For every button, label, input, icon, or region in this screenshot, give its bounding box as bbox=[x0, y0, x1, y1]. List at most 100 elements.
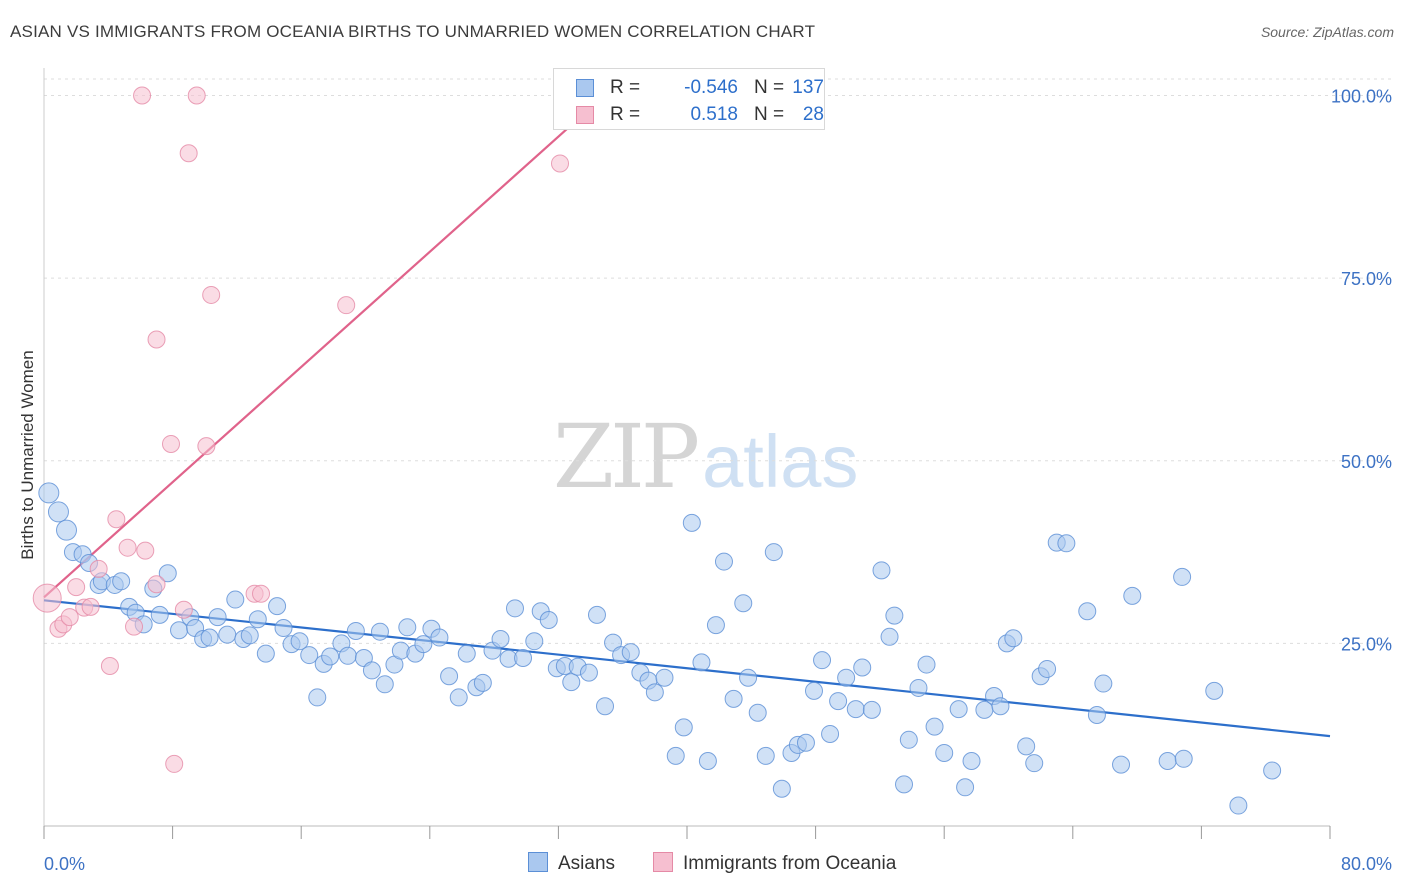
asian-point bbox=[308, 688, 327, 707]
oceania-point bbox=[100, 657, 119, 676]
asian-point bbox=[935, 743, 954, 762]
source-credit: Source: ZipAtlas.com bbox=[1260, 24, 1394, 40]
asian-point bbox=[525, 632, 544, 651]
asian-point bbox=[724, 689, 743, 708]
asian-n-value: 137 bbox=[792, 77, 824, 98]
oceania-point bbox=[202, 285, 221, 304]
asian-point bbox=[1038, 659, 1057, 678]
chart-title: ASIAN VS IMMIGRANTS FROM OCEANIA BIRTHS … bbox=[10, 22, 816, 41]
asian-point bbox=[804, 681, 823, 700]
asian-point bbox=[346, 621, 365, 640]
oceania-point bbox=[133, 86, 152, 105]
asian-point bbox=[539, 611, 558, 630]
asian-swatch bbox=[576, 79, 594, 97]
asian-point bbox=[430, 628, 449, 647]
bottom-legend-oceania-label: Immigrants from Oceania bbox=[683, 853, 897, 874]
asian-point bbox=[821, 724, 840, 743]
oceania-point bbox=[107, 510, 126, 529]
asian-point bbox=[1087, 705, 1106, 724]
tick-labels: 25.0% 50.0% 75.0% 100.0% 0.0% 80.0% bbox=[44, 87, 1392, 874]
asian-point bbox=[491, 629, 510, 648]
oceania-point bbox=[60, 608, 79, 627]
asian-point bbox=[256, 644, 275, 663]
asian-point bbox=[674, 718, 693, 737]
oceania-r-label: R = bbox=[610, 104, 641, 125]
y-tick-label: 100.0% bbox=[1331, 87, 1392, 107]
asian-point bbox=[370, 622, 389, 641]
asian-points bbox=[38, 482, 1282, 815]
asian-point bbox=[208, 608, 227, 627]
oceania-point bbox=[197, 437, 216, 456]
oceania-point bbox=[32, 583, 62, 613]
oceania-point bbox=[118, 538, 137, 557]
asian-point bbox=[338, 646, 357, 665]
bottom-legend-asians-label: Asians bbox=[558, 853, 616, 874]
watermark-atlas: atlas bbox=[702, 420, 859, 503]
asian-point bbox=[853, 658, 872, 677]
asian-point bbox=[739, 668, 758, 687]
asian-point bbox=[596, 697, 615, 716]
oceania-point bbox=[147, 330, 166, 349]
asian-point bbox=[38, 482, 60, 504]
asian-point bbox=[991, 697, 1010, 716]
y-tick-label: 25.0% bbox=[1341, 634, 1392, 654]
asian-point bbox=[1004, 629, 1023, 648]
oceania-point bbox=[174, 600, 193, 619]
asian-point bbox=[1158, 751, 1177, 770]
y-tick-label: 75.0% bbox=[1341, 269, 1392, 289]
oceania-n-value: 28 bbox=[802, 104, 824, 125]
asian-point bbox=[837, 668, 856, 687]
asian-point bbox=[248, 610, 267, 629]
asian-point bbox=[47, 501, 69, 523]
asian-point bbox=[226, 590, 245, 609]
oceania-points bbox=[32, 86, 570, 773]
oceania-point bbox=[67, 578, 86, 597]
asian-point bbox=[772, 779, 791, 798]
asian-point bbox=[1057, 534, 1076, 553]
asian-point bbox=[112, 572, 131, 591]
oceania-swatch bbox=[576, 106, 594, 124]
asian-point bbox=[692, 653, 711, 672]
asian-point bbox=[956, 778, 975, 797]
asian-point bbox=[909, 678, 928, 697]
asian-point bbox=[862, 700, 881, 719]
asian-point bbox=[764, 543, 783, 562]
asian-point bbox=[885, 606, 904, 625]
oceania-trend-line bbox=[43, 98, 601, 599]
oceania-point bbox=[551, 154, 570, 173]
asian-point bbox=[321, 647, 340, 666]
oceania-point bbox=[89, 559, 108, 578]
asian-r-label: R = bbox=[610, 77, 641, 98]
asian-point bbox=[1123, 586, 1142, 605]
oceania-point bbox=[165, 754, 184, 773]
bottom-legend-asians: Asians bbox=[528, 852, 615, 875]
watermark-zip: ZIP bbox=[553, 405, 700, 508]
asian-point bbox=[1025, 754, 1044, 773]
oceania-point bbox=[337, 296, 356, 315]
asian-point bbox=[756, 746, 775, 765]
asian-n-label: N = bbox=[754, 77, 785, 98]
oceania-point bbox=[147, 575, 166, 594]
asian-point bbox=[962, 751, 981, 770]
asian-point bbox=[391, 641, 410, 660]
asian-point bbox=[587, 605, 606, 624]
asian-point bbox=[949, 700, 968, 719]
asian-point bbox=[1173, 567, 1192, 586]
asian-trend-line bbox=[43, 599, 1331, 738]
y-axis-label: Births to Unmarried Women bbox=[18, 350, 37, 560]
asian-point bbox=[1263, 761, 1282, 780]
oceania-point bbox=[161, 434, 180, 453]
asian-point bbox=[505, 599, 524, 618]
asian-point bbox=[200, 628, 219, 647]
asian-point bbox=[698, 751, 717, 770]
asian-point bbox=[414, 635, 433, 654]
asian-point bbox=[158, 564, 177, 583]
oceania-n-label: N = bbox=[754, 104, 785, 125]
oceania-point bbox=[187, 86, 206, 105]
asian-r-value: -0.546 bbox=[684, 77, 738, 98]
asian-point bbox=[734, 594, 753, 613]
asian-point bbox=[846, 700, 865, 719]
asian-point bbox=[150, 605, 169, 624]
asian-point bbox=[796, 733, 815, 752]
asian-point bbox=[562, 673, 581, 692]
